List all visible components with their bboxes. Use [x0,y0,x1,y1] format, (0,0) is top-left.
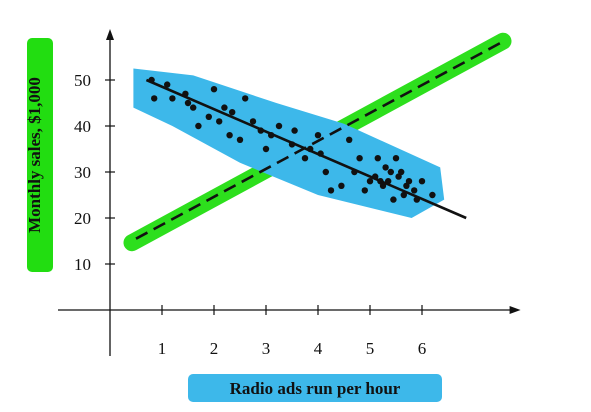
data-point [275,122,283,130]
data-point [210,86,218,93]
y-axis-title: Monthly sales, $1,000 [25,77,44,233]
data-point [229,109,236,116]
blue-highlight-band [133,68,445,218]
data-point [374,155,381,162]
x-axis-arrow [509,306,521,314]
axes [58,29,521,356]
data-point [385,178,392,185]
data-point [184,99,192,107]
x-tick-label: 2 [210,339,219,358]
trend-lines [135,42,501,240]
data-point [405,178,413,185]
data-point [288,141,296,148]
y-title-highlight [27,38,53,272]
data-point [216,118,223,125]
data-point [361,187,368,194]
data-point [398,168,405,176]
data-point [268,132,275,139]
data-point [190,104,197,111]
y-tick-label: 20 [74,209,91,228]
y-tick-label: 50 [74,71,91,90]
data-point [257,127,264,134]
data-point [327,187,335,194]
data-point [262,145,270,153]
solid-trend-line [145,78,467,220]
data-point [390,196,397,203]
x-tick-label: 6 [418,339,427,358]
data-point [351,168,358,176]
data-point [372,173,379,180]
data-point [169,95,176,102]
data-point [221,104,228,111]
data-point [314,132,322,139]
data-point [382,164,389,171]
data-point [387,168,394,176]
data-point [182,90,189,98]
data-point [291,127,298,134]
data-point [249,118,257,125]
data-points [148,76,436,203]
data-point [418,178,426,185]
data-point [317,150,324,157]
y-axis-arrow [106,29,114,40]
data-point [346,136,353,143]
data-point [413,196,420,203]
x-tick-label: 5 [366,339,375,358]
y-tick-label: 40 [74,117,91,136]
data-point [226,132,233,139]
data-point [322,168,329,176]
labels: Radio ads run per hour Monthly sales, $1… [25,71,426,398]
data-point [411,187,418,194]
x-tick-label: 3 [262,339,271,358]
data-point [400,191,407,199]
data-point [307,145,314,153]
data-point [195,122,202,130]
x-title-highlight [188,374,442,402]
data-point [356,155,363,162]
x-axis-title: Radio ads run per hour [230,379,401,398]
dashed-trend-line [135,42,501,240]
data-point [429,191,436,199]
data-point [242,95,249,102]
y-tick-label: 10 [74,255,91,274]
data-point [151,95,158,102]
data-point [301,155,309,162]
data-point [366,178,374,185]
data-point [392,155,400,162]
y-tick-label: 30 [74,163,91,182]
data-point [164,81,171,88]
x-tick-label: 1 [158,339,167,358]
x-tick-label: 4 [314,339,323,358]
data-point [338,182,345,189]
data-point [148,76,155,84]
data-point [236,136,244,143]
data-point [379,182,387,189]
data-point [205,113,212,121]
